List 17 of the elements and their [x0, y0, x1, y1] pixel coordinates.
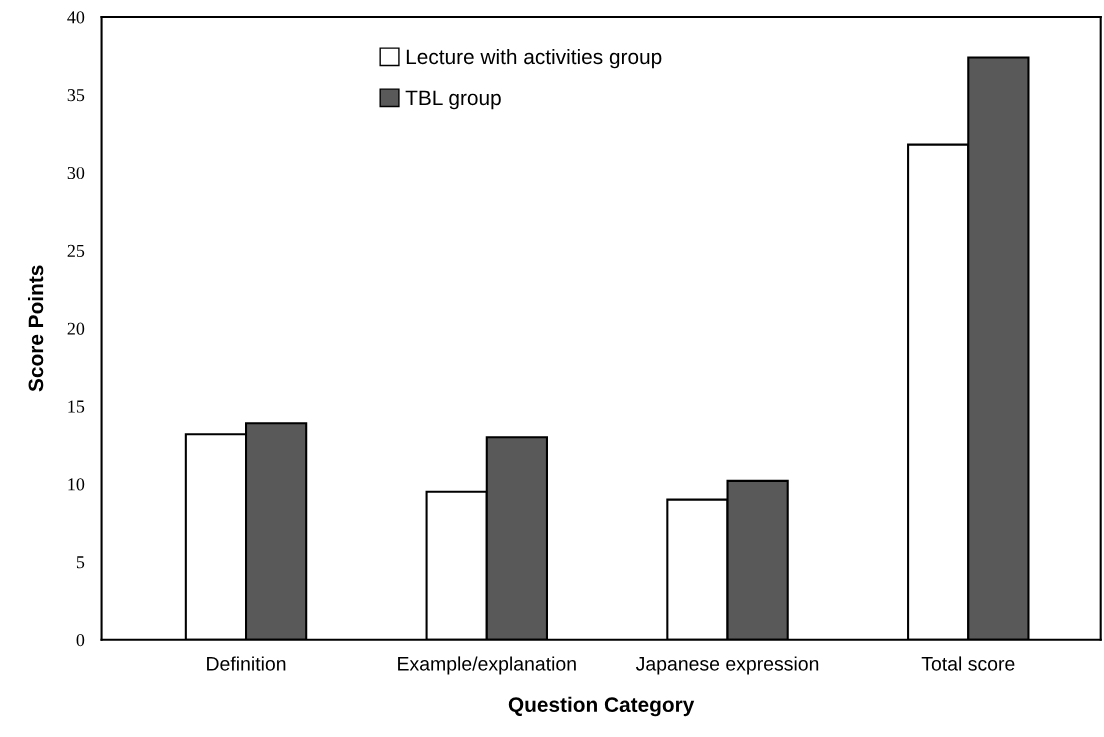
y-axis-title: Score Points — [27, 265, 44, 392]
y-tick-label: 40 — [67, 11, 85, 24]
y-tick-label: 10 — [68, 478, 85, 491]
x-tick-label: Example/explanation — [398, 656, 576, 675]
y-tick-label: 25 — [67, 244, 85, 257]
x-axis-title: Question Category — [508, 696, 695, 717]
legend-label: Lecture with activities group — [406, 48, 662, 69]
y-tick-label: 5 — [76, 556, 85, 569]
x-tick-label: Definition — [207, 656, 286, 671]
y-tick-label: 20 — [67, 322, 85, 335]
x-tick-label: Japanese expression — [635, 656, 819, 675]
y-tick-label: 30 — [67, 166, 85, 180]
y-tick-label: 15 — [68, 400, 85, 413]
y-tick-label: 0 — [76, 633, 85, 647]
y-tick-label: 35 — [67, 89, 85, 102]
x-tick-label: Total score — [921, 656, 1015, 671]
legend-label: TBL group — [405, 90, 501, 110]
